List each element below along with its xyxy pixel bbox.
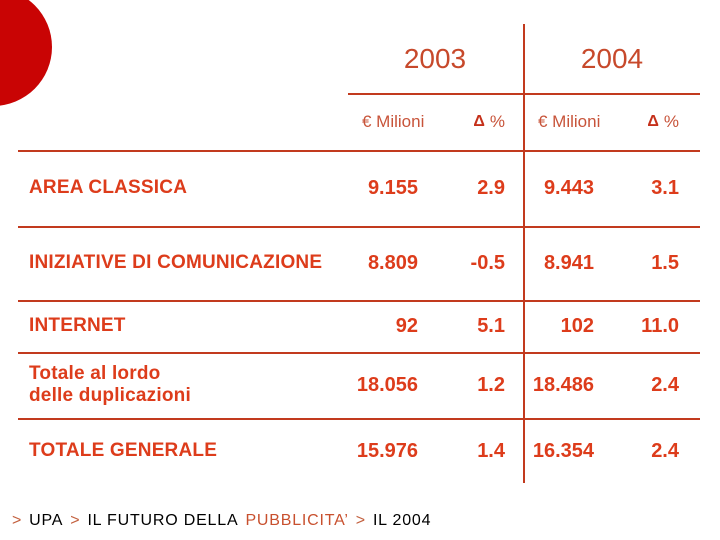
value-2004-milioni: 8.941 [543, 251, 594, 274]
row-label-line1: Totale al lordo [29, 363, 161, 384]
value-2003-delta: 2.9 [477, 176, 505, 199]
column-header-delta-2003: Δ % [440, 96, 505, 148]
column-header-milioni-2003: € Milioni [362, 112, 425, 131]
delta-unit: % [663, 112, 679, 131]
breadcrumb-separator: > [355, 512, 366, 529]
value-2003-delta: 1.4 [477, 439, 505, 462]
value-2003-delta: -0.5 [470, 251, 505, 274]
breadcrumb-separator: > [12, 512, 23, 529]
row-label: Totale al lordo delle duplicazioni [29, 354, 344, 416]
column-header-milioni-2004: € Milioni [538, 112, 601, 131]
row-label: INTERNET [29, 315, 126, 336]
row-label: TOTALE GENERALE [29, 440, 218, 461]
value-2003-milioni: 15.976 [356, 439, 418, 462]
value-2004-milioni: 18.486 [532, 373, 594, 396]
table-vertical-divider [523, 24, 525, 483]
value-2003-delta: 5.1 [477, 314, 505, 337]
value-2004-delta: 3.1 [651, 176, 679, 199]
row-label-line2: delle duplicazioni [29, 385, 191, 406]
breadcrumb-year: IL 2004 [372, 512, 432, 529]
delta-icon: Δ [647, 113, 659, 130]
value-2004-delta: 11.0 [641, 314, 679, 337]
table-row: AREA CLASSICA 9.155 2.9 9.443 3.1 [0, 152, 720, 224]
value-2004-delta: 2.4 [651, 373, 679, 396]
corner-circle-decoration [0, 0, 52, 106]
table-row: Totale al lordo delle duplicazioni 18.05… [0, 354, 720, 416]
row-label: INIZIATIVE DI COMUNICAZIONE [29, 252, 323, 273]
delta-unit: % [489, 112, 505, 131]
value-2004-milioni: 9.443 [543, 176, 594, 199]
table-row-separator [18, 226, 700, 228]
breadcrumb-separator: > [70, 512, 81, 529]
row-label: AREA CLASSICA [29, 177, 188, 198]
value-2003-milioni: 92 [395, 314, 418, 337]
table-row: INIZIATIVE DI COMUNICAZIONE 8.809 -0.5 8… [0, 228, 720, 298]
value-2003-milioni: 8.809 [367, 251, 418, 274]
table-row: INTERNET 92 5.1 102 11.0 [0, 302, 720, 350]
value-2004-delta: 1.5 [651, 251, 679, 274]
delta-icon: Δ [473, 113, 485, 130]
breadcrumb-title-highlight: PUBBLICITA’ [245, 512, 349, 529]
value-2004-milioni: 102 [560, 314, 594, 337]
year-header-2004: 2004 [580, 43, 644, 74]
value-2004-delta: 2.4 [651, 439, 679, 462]
breadcrumb: > UPA > IL FUTURO DELLA PUBBLICITA’ > IL… [12, 510, 438, 532]
table-row-separator [18, 352, 700, 354]
table-row-separator [18, 300, 700, 302]
value-2003-milioni: 18.056 [356, 373, 418, 396]
table-row-separator [18, 150, 700, 152]
table-row: TOTALE GENERALE 15.976 1.4 16.354 2.4 [0, 420, 720, 482]
value-2004-milioni: 16.354 [532, 439, 594, 462]
column-header-delta-2004: Δ % [614, 96, 679, 148]
breadcrumb-title: IL FUTURO DELLA [87, 512, 239, 529]
year-header-underline [348, 93, 700, 95]
table-row-separator [18, 418, 700, 420]
value-2003-delta: 1.2 [477, 373, 505, 396]
breadcrumb-upa: UPA [29, 512, 64, 529]
value-2003-milioni: 9.155 [367, 176, 418, 199]
year-header-2003: 2003 [403, 43, 467, 74]
